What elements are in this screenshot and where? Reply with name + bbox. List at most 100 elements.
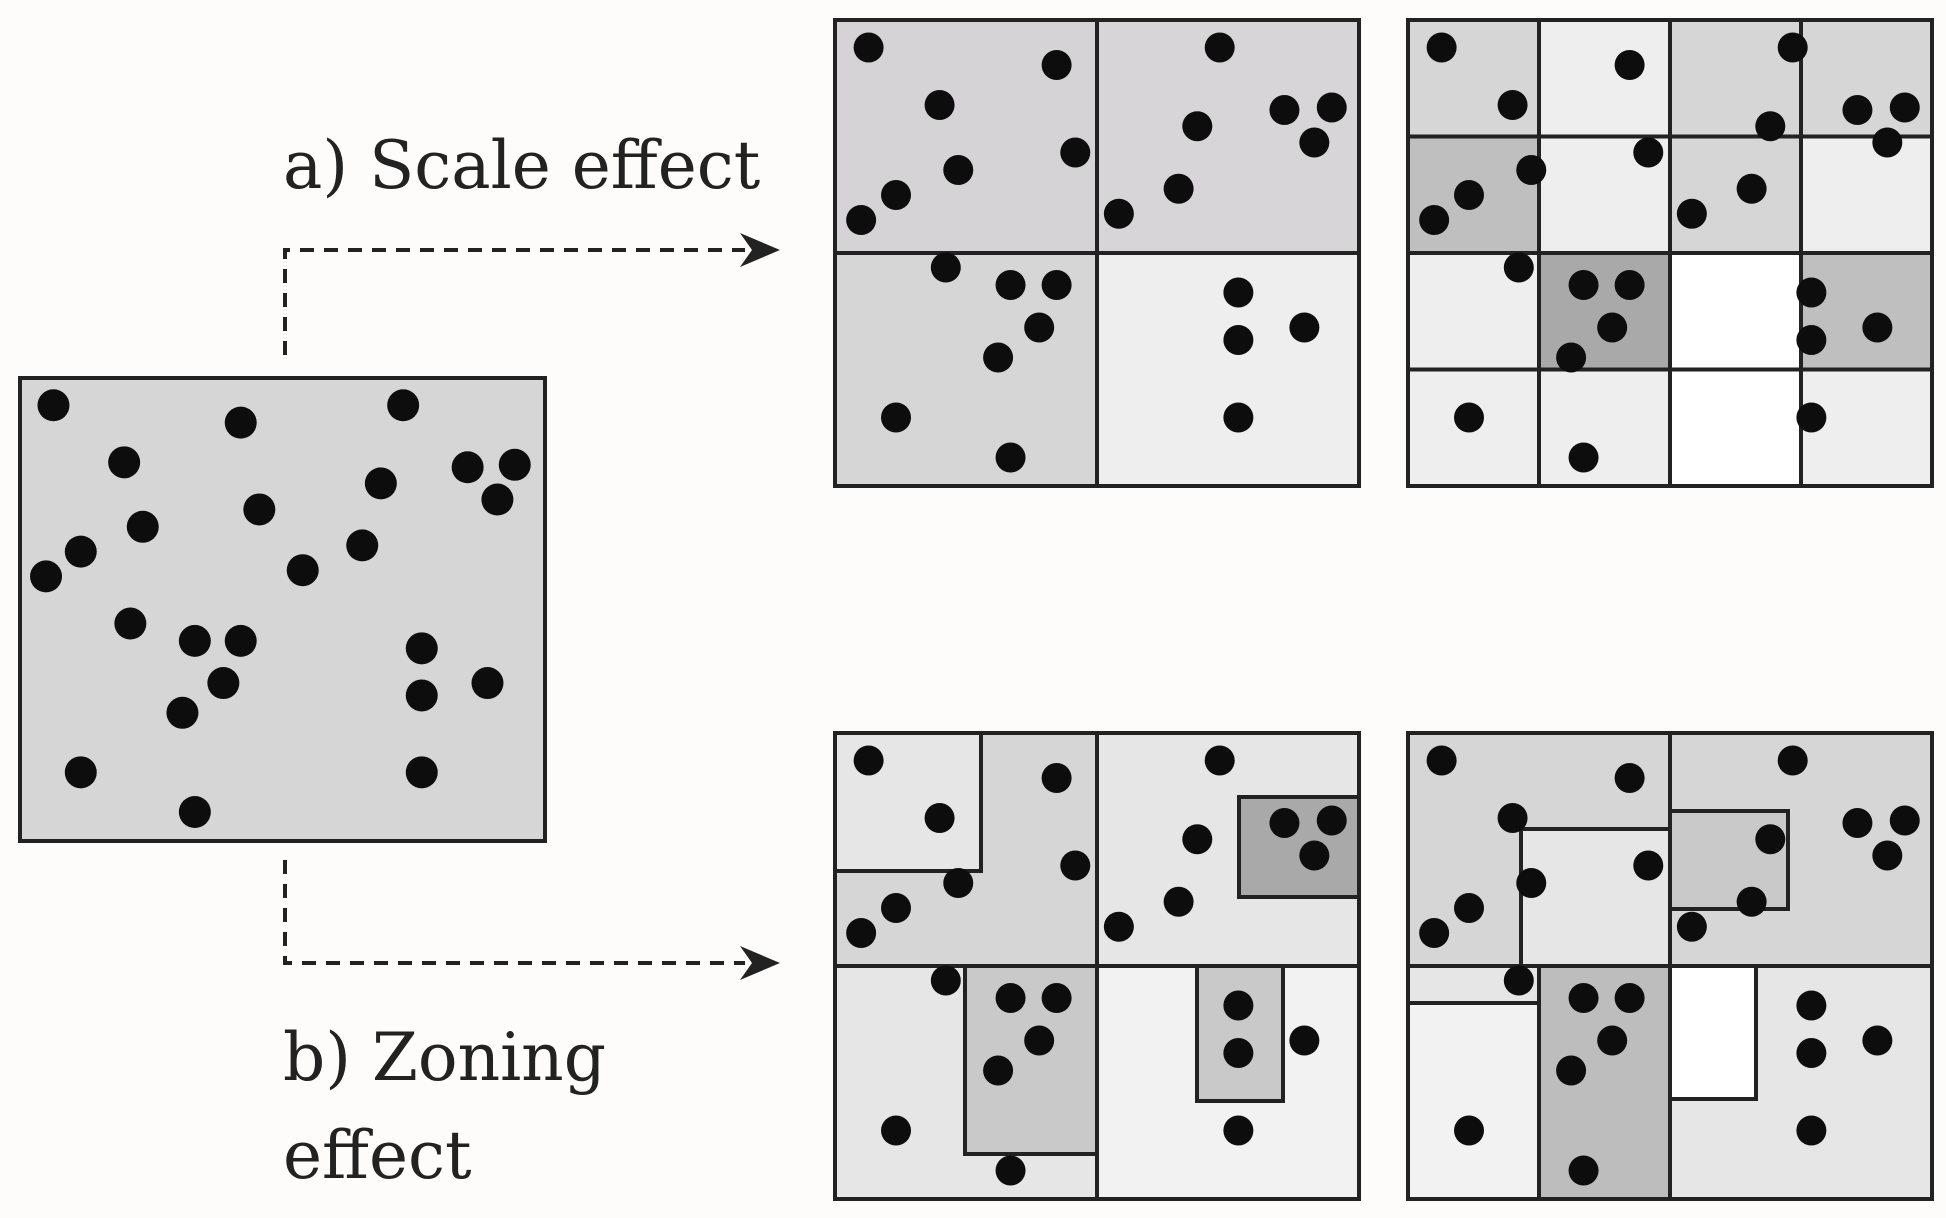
scale-coarse-grid-panel: [833, 18, 1361, 488]
point-marker: [37, 389, 70, 422]
point-marker: [881, 180, 912, 210]
point-marker: [1796, 1115, 1827, 1146]
point-marker: [1862, 312, 1893, 343]
zone: [1668, 964, 1758, 1101]
zone: [1406, 1001, 1541, 1201]
zoning-effect-label-line2: effect: [283, 1117, 472, 1194]
scale-arrow-icon: [283, 248, 745, 355]
point-marker: [64, 756, 97, 789]
point-marker: [1796, 325, 1827, 355]
point-marker: [1223, 277, 1254, 308]
point-marker: [1419, 205, 1450, 235]
point-marker: [995, 983, 1026, 1013]
point-marker: [1497, 803, 1528, 833]
point-marker: [1633, 850, 1664, 881]
point-marker: [1223, 1038, 1254, 1068]
point-marker: [1223, 325, 1254, 355]
point-marker: [1426, 745, 1457, 776]
point-marker: [224, 406, 257, 439]
point-marker: [286, 554, 319, 587]
point-marker: [943, 155, 974, 185]
zoning-arrow-icon: [283, 860, 745, 965]
point-marker: [364, 467, 397, 500]
point-marker: [1454, 180, 1485, 210]
point-marker: [126, 510, 159, 543]
point-marker: [1872, 127, 1903, 158]
point-marker: [853, 745, 884, 776]
point-marker: [1516, 155, 1547, 185]
point-marker: [1736, 173, 1767, 204]
point-marker: [853, 32, 884, 63]
point-marker: [481, 483, 514, 516]
point-marker: [1614, 50, 1645, 80]
point-marker: [1568, 983, 1599, 1013]
point-marker: [924, 803, 955, 833]
point-marker: [1516, 868, 1547, 898]
point-marker: [1597, 312, 1628, 343]
point-marker: [1796, 402, 1827, 433]
point-marker: [1614, 270, 1645, 300]
zone: [1519, 827, 1672, 968]
point-marker: [166, 696, 199, 729]
point-marker: [1796, 990, 1827, 1021]
point-marker: [1223, 402, 1254, 433]
point-marker: [995, 442, 1026, 473]
point-marker: [1597, 1025, 1628, 1056]
point-marker: [1024, 1025, 1055, 1056]
fine-cell: [1799, 134, 1934, 255]
point-marker: [1568, 1155, 1599, 1186]
point-marker: [405, 756, 438, 789]
point-marker: [1556, 1055, 1587, 1086]
point-marker: [64, 535, 97, 568]
point-marker: [1454, 402, 1485, 433]
point-marker: [846, 205, 877, 235]
point-marker: [1796, 277, 1827, 308]
point-marker: [1736, 886, 1767, 917]
point-marker: [1269, 808, 1300, 838]
point-marker: [1060, 137, 1091, 168]
zoning-frame-b: [1406, 731, 1934, 1201]
point-marker: [224, 624, 257, 657]
point-marker: [498, 448, 531, 481]
point-marker: [1316, 805, 1347, 836]
point-marker: [881, 893, 912, 923]
point-marker: [243, 493, 276, 526]
point-marker: [1755, 111, 1786, 142]
point-marker: [1269, 95, 1300, 125]
point-marker: [30, 560, 63, 593]
point-marker: [1454, 1115, 1485, 1146]
scale-fine-grid-panel: [1406, 18, 1934, 488]
zone: [1195, 964, 1285, 1103]
scale-effect-label: a) Scale effect: [283, 127, 760, 204]
point-marker: [1223, 990, 1254, 1021]
point-marker: [1103, 198, 1134, 229]
point-marker: [1862, 1025, 1893, 1056]
point-marker: [1568, 442, 1599, 473]
zoning-effect-label-line1: b) Zoning: [283, 1019, 606, 1096]
point-marker: [1204, 32, 1235, 63]
point-marker: [1755, 824, 1786, 855]
point-marker: [943, 868, 974, 898]
point-marker: [1041, 270, 1072, 300]
point-marker: [387, 389, 420, 422]
point-marker: [207, 667, 240, 700]
point-marker: [1041, 983, 1072, 1013]
point-marker: [1316, 92, 1347, 123]
point-marker: [471, 667, 504, 700]
point-marker: [995, 270, 1026, 300]
point-marker: [178, 624, 211, 657]
point-marker: [1041, 50, 1072, 80]
zoning-frame-a: [833, 731, 1361, 1201]
zone: [963, 964, 1099, 1156]
point-marker: [451, 451, 484, 484]
zoning-arrow-head-icon: [740, 946, 780, 980]
point-marker: [1842, 808, 1873, 838]
zoning-panel-b: [1406, 731, 1934, 1201]
scale-arrow-head-icon: [740, 233, 780, 267]
point-marker: [1024, 312, 1055, 343]
point-marker: [1060, 850, 1091, 881]
zone: [1537, 964, 1672, 1201]
point-marker: [1163, 173, 1194, 204]
point-marker: [1556, 342, 1587, 373]
point-marker: [1223, 1115, 1254, 1146]
